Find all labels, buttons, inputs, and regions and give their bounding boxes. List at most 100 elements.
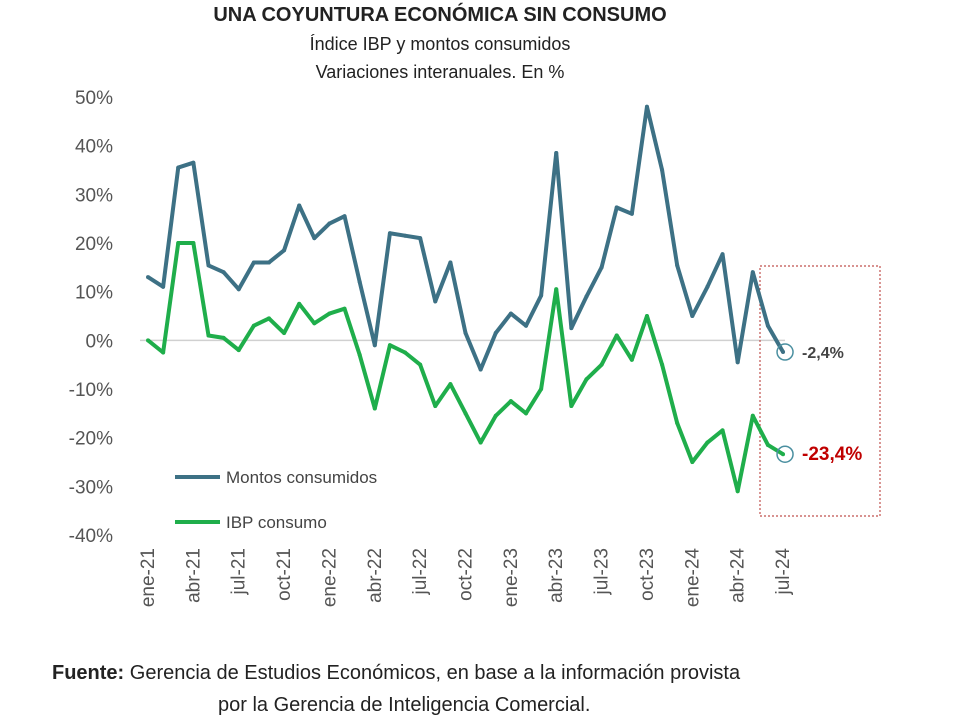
y-tick-label: -20% <box>69 429 113 450</box>
data-point <box>312 236 317 241</box>
data-point <box>750 413 755 418</box>
data-point <box>403 233 408 238</box>
end-value-label: -2,4% <box>802 345 844 362</box>
data-point <box>584 377 589 382</box>
last-point-marker <box>776 445 794 463</box>
data-point <box>690 314 695 318</box>
y-tick-label: 20% <box>75 234 113 255</box>
data-point <box>206 333 211 338</box>
data-point <box>614 333 619 338</box>
y-tick-label: 30% <box>75 185 113 206</box>
data-point <box>342 214 347 219</box>
y-tick-label: -30% <box>69 477 113 498</box>
data-point <box>448 260 453 265</box>
data-point <box>675 263 680 268</box>
data-point <box>146 275 150 280</box>
last-point-marker <box>776 343 794 361</box>
data-point <box>282 248 287 253</box>
x-tick-label: jul-23 <box>592 548 613 595</box>
data-point <box>433 404 438 409</box>
data-point <box>781 452 786 457</box>
data-point <box>735 360 740 365</box>
data-point <box>221 270 226 275</box>
data-point <box>765 323 770 328</box>
data-point <box>569 326 574 331</box>
source-note-continued: por la Gerencia de Inteligencia Comercia… <box>218 694 591 716</box>
data-point <box>221 335 226 340</box>
data-point <box>176 165 181 170</box>
data-point <box>327 311 332 316</box>
x-tick-label: ene-24 <box>682 548 703 608</box>
data-point <box>720 252 725 257</box>
data-point <box>266 260 271 265</box>
x-tick-label: abr-22 <box>365 548 386 603</box>
data-point <box>508 311 513 316</box>
data-point <box>554 287 559 292</box>
data-point <box>690 460 695 464</box>
data-point <box>312 321 317 326</box>
data-point <box>554 150 559 155</box>
data-point <box>765 442 770 447</box>
data-point <box>539 387 544 391</box>
data-point <box>644 314 649 318</box>
data-point <box>629 357 634 362</box>
data-point <box>463 331 468 336</box>
y-tick-label: 10% <box>75 283 113 304</box>
x-tick-label: oct-23 <box>637 548 658 601</box>
y-tick-label: 50% <box>75 88 113 109</box>
data-point <box>629 211 634 216</box>
x-tick-label: oct-22 <box>456 548 477 601</box>
data-point <box>418 236 423 241</box>
data-point <box>524 323 528 328</box>
source-text: Gerencia de Estudios Económicos, en base… <box>124 662 741 684</box>
x-tick-label: ene-23 <box>501 548 522 607</box>
x-tick-label: abr-24 <box>728 548 749 603</box>
data-point <box>599 265 604 270</box>
data-point <box>448 382 453 387</box>
data-point <box>206 263 211 268</box>
data-point <box>372 343 377 348</box>
data-point <box>705 440 710 445</box>
data-point <box>508 399 513 404</box>
data-point <box>297 301 302 306</box>
data-point <box>614 205 619 210</box>
data-point <box>781 350 786 355</box>
data-point <box>478 440 483 445</box>
data-point <box>372 406 377 411</box>
x-tick-label: jul-21 <box>229 548 250 595</box>
data-point <box>524 411 528 416</box>
x-tick-label: oct-21 <box>274 548 295 601</box>
data-point <box>493 331 498 336</box>
y-tick-label: -40% <box>69 526 113 547</box>
data-point <box>146 338 150 343</box>
chart-subtitle: Índice IBP y montos consumidos <box>309 34 571 54</box>
x-tick-label: abr-23 <box>546 548 567 603</box>
data-point <box>236 348 241 353</box>
data-point <box>569 404 574 409</box>
data-point <box>297 203 302 208</box>
data-point <box>387 231 392 236</box>
y-tick-label: 40% <box>75 137 113 158</box>
y-tick-label: -10% <box>69 380 113 401</box>
data-point <box>750 270 755 275</box>
y-tick-label: 0% <box>86 331 114 352</box>
data-point <box>191 160 196 165</box>
data-point <box>266 316 271 321</box>
series-line-montos-consumidos <box>146 104 785 372</box>
data-point <box>251 323 256 328</box>
data-point <box>236 287 241 292</box>
chart-title: UNA COYUNTURA ECONÓMICA SIN CONSUMO <box>213 4 667 26</box>
data-point <box>176 241 181 245</box>
data-point <box>327 221 332 226</box>
data-point <box>161 350 166 355</box>
data-point <box>433 299 438 304</box>
data-point <box>282 331 287 336</box>
source-note: Fuente: Gerencia de Estudios Económicos,… <box>52 662 740 685</box>
data-point <box>675 421 680 426</box>
x-tick-label: jul-22 <box>410 548 431 595</box>
data-point <box>342 306 347 311</box>
legend-label: IBP consumo <box>226 513 327 532</box>
data-point <box>418 362 423 367</box>
